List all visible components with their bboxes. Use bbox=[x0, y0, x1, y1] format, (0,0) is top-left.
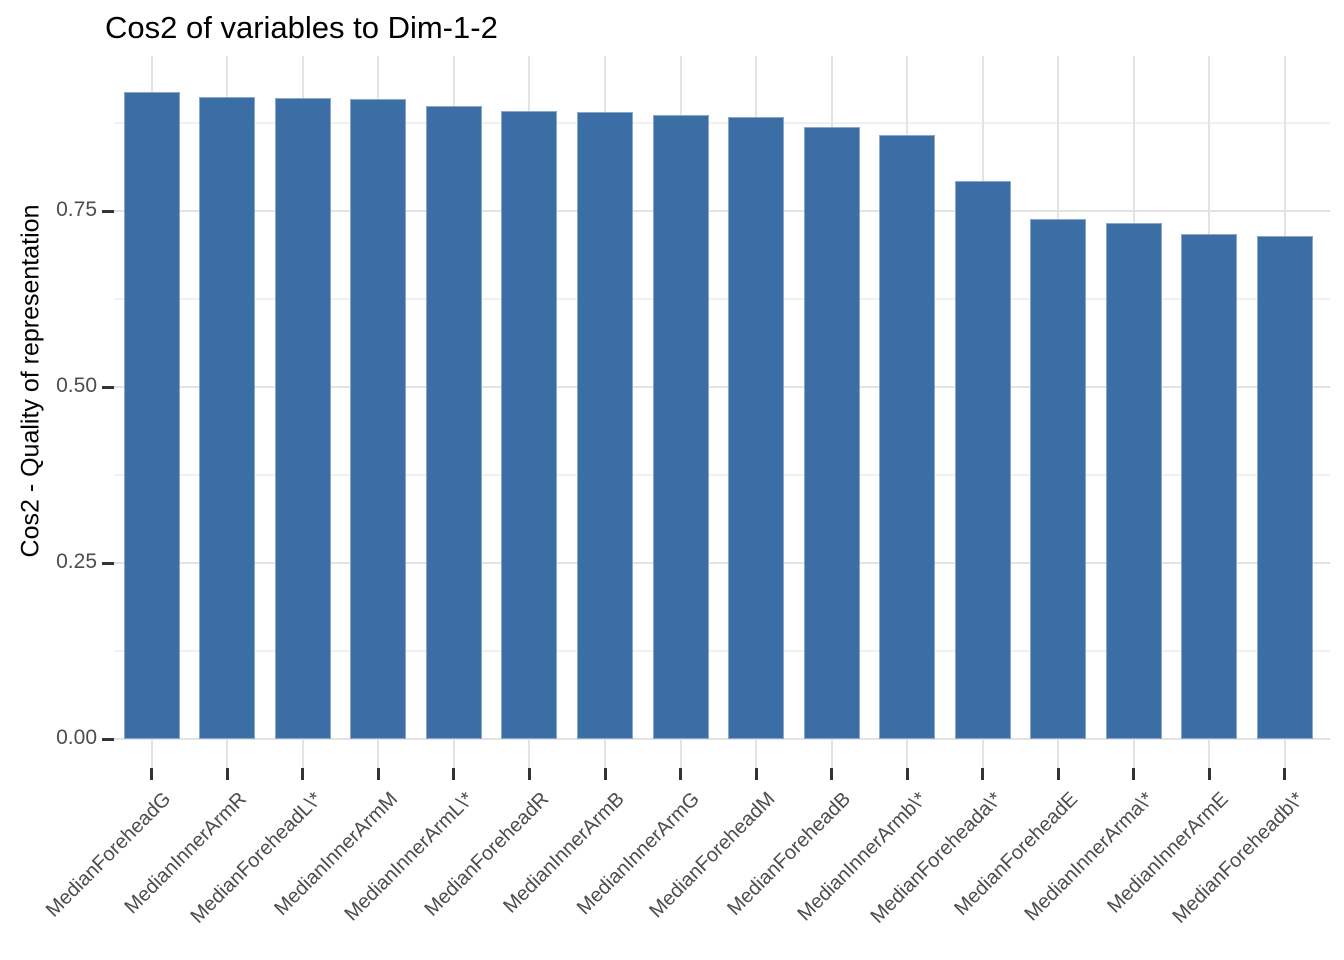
x-tick-mark bbox=[527, 768, 531, 780]
bar bbox=[803, 126, 860, 739]
x-tick-label: MedianForeheadb\* bbox=[1168, 788, 1309, 928]
bar bbox=[879, 134, 936, 739]
bar bbox=[954, 181, 1011, 739]
bar bbox=[652, 114, 709, 739]
x-tick-mark bbox=[150, 768, 154, 780]
gridline-minor bbox=[114, 122, 1330, 124]
x-tick-mark bbox=[1207, 768, 1211, 780]
gridline-minor bbox=[114, 298, 1330, 300]
bar bbox=[728, 116, 785, 739]
plot-panel bbox=[114, 56, 1330, 768]
y-tick-mark bbox=[102, 562, 114, 565]
y-axis-title: Cos2 - Quality of representation bbox=[16, 204, 45, 558]
bar bbox=[425, 106, 482, 739]
x-tick-label: MedianForeheadM bbox=[645, 788, 780, 923]
x-tick-mark bbox=[679, 768, 683, 780]
x-tick-label: MedianInnerArmb\* bbox=[793, 788, 931, 926]
x-tick-mark bbox=[225, 768, 229, 780]
x-tick-label: MedianForeheadR bbox=[420, 788, 554, 921]
gridline-major bbox=[114, 562, 1330, 564]
y-tick-mark bbox=[102, 738, 114, 741]
x-tick-mark bbox=[905, 768, 909, 780]
bar bbox=[274, 97, 331, 739]
x-tick-label: MedianForeheadL\* bbox=[186, 788, 327, 928]
x-tick-label: MedianForeheada\* bbox=[866, 788, 1007, 928]
bar bbox=[1181, 234, 1238, 739]
x-tick-label: MedianInnerArma\* bbox=[1020, 788, 1158, 926]
x-tick-mark bbox=[376, 768, 380, 780]
bar bbox=[123, 92, 180, 739]
y-tick-label: 0.50 bbox=[56, 374, 97, 397]
x-tick-mark bbox=[1132, 768, 1136, 780]
x-tick-mark bbox=[301, 768, 305, 780]
y-tick-label: 0.25 bbox=[56, 550, 97, 573]
bar bbox=[199, 96, 256, 739]
bar bbox=[1256, 235, 1313, 739]
x-tick-mark bbox=[603, 768, 607, 780]
x-tick-mark bbox=[1056, 768, 1060, 780]
x-tick-mark bbox=[830, 768, 834, 780]
x-tick-mark bbox=[754, 768, 758, 780]
gridline-minor bbox=[114, 650, 1330, 652]
y-tick-label: 0.75 bbox=[56, 198, 97, 221]
gridline-major bbox=[114, 738, 1330, 740]
gridline-minor bbox=[114, 474, 1330, 476]
x-tick-label: MedianForeheadG bbox=[41, 788, 176, 922]
y-tick-mark bbox=[102, 386, 114, 389]
x-tick-label: MedianInnerArmL\* bbox=[340, 788, 478, 926]
bar bbox=[350, 99, 407, 739]
gridline-major bbox=[114, 210, 1330, 212]
chart-title: Cos2 of variables to Dim-1-2 bbox=[105, 10, 498, 45]
y-tick-mark bbox=[102, 210, 114, 213]
bar bbox=[501, 111, 558, 739]
x-tick-mark bbox=[981, 768, 985, 780]
bar bbox=[1105, 222, 1162, 739]
bar bbox=[577, 111, 633, 739]
bar bbox=[1030, 218, 1087, 739]
gridline-major bbox=[114, 386, 1330, 388]
x-tick-mark bbox=[452, 768, 456, 780]
y-tick-label: 0.00 bbox=[56, 726, 97, 749]
x-tick-mark bbox=[1283, 768, 1287, 780]
